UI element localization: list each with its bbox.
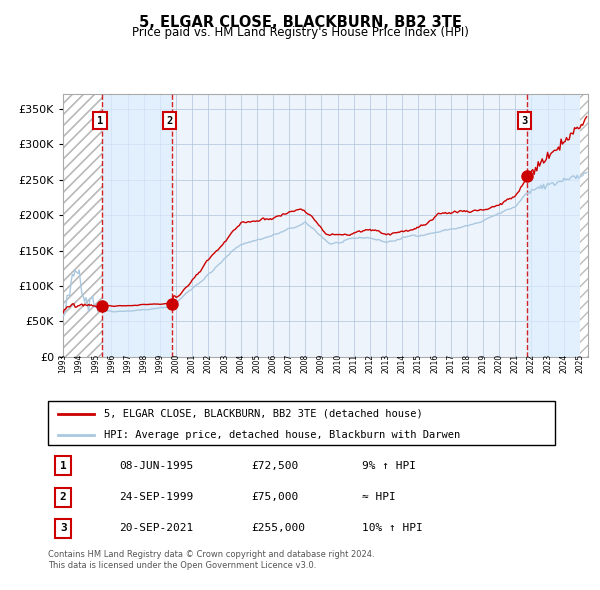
Text: 2016: 2016 <box>430 354 439 373</box>
Text: 1: 1 <box>60 461 67 471</box>
Text: 2023: 2023 <box>543 354 552 373</box>
Text: 2006: 2006 <box>268 354 277 373</box>
Text: Contains HM Land Registry data © Crown copyright and database right 2024.: Contains HM Land Registry data © Crown c… <box>48 550 374 559</box>
Text: 2002: 2002 <box>204 354 213 373</box>
Text: 3: 3 <box>521 116 527 126</box>
Text: 2: 2 <box>166 116 172 126</box>
Text: 1995: 1995 <box>91 354 100 373</box>
Text: 5, ELGAR CLOSE, BLACKBURN, BB2 3TE: 5, ELGAR CLOSE, BLACKBURN, BB2 3TE <box>139 15 461 30</box>
Text: 1994: 1994 <box>74 354 83 373</box>
Text: 2007: 2007 <box>284 354 293 373</box>
Text: 2003: 2003 <box>220 354 229 373</box>
Text: 2020: 2020 <box>494 354 503 373</box>
Text: 2025: 2025 <box>575 354 584 373</box>
Text: 5, ELGAR CLOSE, BLACKBURN, BB2 3TE (detached house): 5, ELGAR CLOSE, BLACKBURN, BB2 3TE (deta… <box>104 409 422 418</box>
Bar <box>63 94 103 357</box>
Text: This data is licensed under the Open Government Licence v3.0.: This data is licensed under the Open Gov… <box>48 560 316 569</box>
Text: 08-JUN-1995: 08-JUN-1995 <box>119 461 193 471</box>
Text: 1997: 1997 <box>123 354 132 373</box>
Text: 9% ↑ HPI: 9% ↑ HPI <box>362 461 416 471</box>
Text: 1: 1 <box>97 116 103 126</box>
Text: 2011: 2011 <box>349 354 358 373</box>
FancyBboxPatch shape <box>48 401 555 445</box>
Text: 1993: 1993 <box>58 354 67 373</box>
Text: 1998: 1998 <box>139 354 148 373</box>
Text: £255,000: £255,000 <box>251 523 305 533</box>
Text: 24-SEP-1999: 24-SEP-1999 <box>119 492 193 502</box>
Bar <box>527 94 588 357</box>
Text: 2021: 2021 <box>511 354 520 373</box>
Text: 20-SEP-2021: 20-SEP-2021 <box>119 523 193 533</box>
Text: 1996: 1996 <box>107 354 116 373</box>
Text: 3: 3 <box>60 523 67 533</box>
Text: £75,000: £75,000 <box>251 492 298 502</box>
Text: 2024: 2024 <box>559 354 568 373</box>
Text: £72,500: £72,500 <box>251 461 298 471</box>
Text: 2022: 2022 <box>527 354 536 373</box>
Text: 2005: 2005 <box>253 354 262 373</box>
Text: HPI: Average price, detached house, Blackburn with Darwen: HPI: Average price, detached house, Blac… <box>104 430 460 440</box>
Text: 2000: 2000 <box>172 354 181 373</box>
Text: 2010: 2010 <box>333 354 342 373</box>
Text: 2018: 2018 <box>463 354 472 373</box>
Text: 10% ↑ HPI: 10% ↑ HPI <box>362 523 423 533</box>
Text: 2004: 2004 <box>236 354 245 373</box>
Text: 2015: 2015 <box>414 354 423 373</box>
Bar <box>103 94 172 357</box>
Text: 2013: 2013 <box>382 354 391 373</box>
Text: 2009: 2009 <box>317 354 326 373</box>
Text: 2017: 2017 <box>446 354 455 373</box>
Text: 2008: 2008 <box>301 354 310 373</box>
Text: Price paid vs. HM Land Registry's House Price Index (HPI): Price paid vs. HM Land Registry's House … <box>131 26 469 39</box>
Bar <box>63 94 103 357</box>
Text: 1999: 1999 <box>155 354 164 373</box>
Text: 2019: 2019 <box>478 354 487 373</box>
Text: 2012: 2012 <box>365 354 374 373</box>
Text: 2: 2 <box>60 492 67 502</box>
Text: 2001: 2001 <box>188 354 197 373</box>
Bar <box>580 94 588 357</box>
Text: 2014: 2014 <box>398 354 407 373</box>
Text: ≈ HPI: ≈ HPI <box>362 492 396 502</box>
